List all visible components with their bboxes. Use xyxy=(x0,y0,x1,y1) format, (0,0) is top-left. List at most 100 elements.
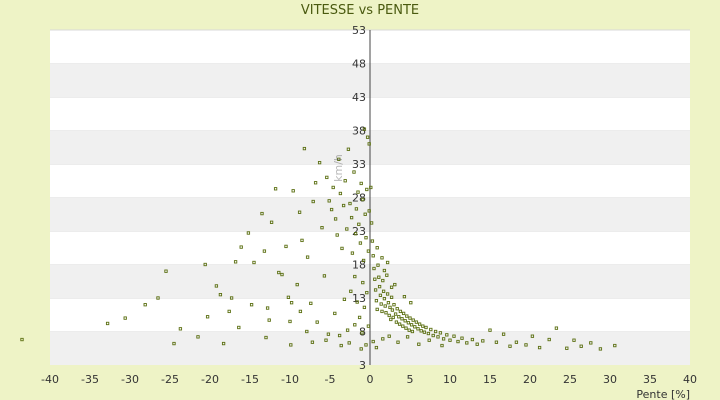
data-point xyxy=(156,296,160,300)
data-point xyxy=(421,324,425,328)
data-point xyxy=(589,341,593,345)
data-point xyxy=(340,246,344,251)
data-point xyxy=(338,191,343,196)
data-point xyxy=(448,338,452,342)
data-point xyxy=(422,330,427,334)
data-point xyxy=(353,232,358,236)
data-point xyxy=(214,284,219,288)
data-point xyxy=(269,220,274,224)
data-point xyxy=(524,343,528,347)
data-point xyxy=(309,301,313,306)
data-point xyxy=(411,318,415,322)
data-point xyxy=(205,315,210,319)
y-tick-label: 38 xyxy=(352,125,366,138)
data-point xyxy=(417,342,421,346)
data-point xyxy=(262,249,267,253)
plot-bands xyxy=(50,29,690,365)
data-point xyxy=(237,325,241,330)
data-point xyxy=(537,345,542,350)
chart-title: VITESSE vs PENTE xyxy=(301,3,419,18)
x-tick-label: 15 xyxy=(483,373,497,386)
data-point xyxy=(327,199,331,203)
data-point xyxy=(436,335,440,339)
data-point xyxy=(273,187,278,191)
data-point xyxy=(360,331,364,335)
data-point xyxy=(390,308,395,312)
data-point xyxy=(385,292,390,296)
x-tick-label: 30 xyxy=(603,373,617,386)
data-point xyxy=(357,315,362,320)
data-point xyxy=(359,347,363,351)
data-point xyxy=(416,327,420,331)
data-point xyxy=(233,260,238,264)
data-point xyxy=(123,316,127,320)
data-point xyxy=(380,309,384,314)
data-point xyxy=(374,345,379,350)
x-tick-label: 40 xyxy=(683,373,697,386)
data-point xyxy=(417,322,422,326)
data-point xyxy=(264,335,268,340)
data-point xyxy=(297,210,302,214)
data-point xyxy=(331,185,335,190)
y-tick-label: 13 xyxy=(352,292,366,305)
data-point xyxy=(441,337,446,341)
data-point xyxy=(393,312,398,316)
data-point xyxy=(239,245,243,249)
data-point xyxy=(359,181,363,186)
data-point xyxy=(313,181,318,185)
data-point xyxy=(378,293,383,297)
x-tick-label: -5 xyxy=(325,373,336,386)
data-point xyxy=(333,311,337,316)
data-point xyxy=(353,323,357,327)
x-tick-label: -10 xyxy=(281,373,299,386)
data-point xyxy=(384,311,388,315)
y-tick-label: 28 xyxy=(352,192,366,205)
data-point xyxy=(361,197,365,202)
data-point xyxy=(392,303,396,307)
data-point xyxy=(335,233,339,237)
data-point xyxy=(373,277,377,281)
data-point xyxy=(572,338,576,342)
data-point xyxy=(143,303,147,307)
data-point xyxy=(377,284,382,289)
data-point xyxy=(260,211,264,216)
data-point xyxy=(401,311,406,316)
data-point xyxy=(300,238,304,243)
data-point xyxy=(365,187,369,192)
data-point xyxy=(346,147,351,151)
data-point xyxy=(382,268,387,273)
data-point xyxy=(203,262,207,267)
x-tick-label: 5 xyxy=(407,373,414,386)
data-point xyxy=(164,269,168,273)
data-point xyxy=(426,331,431,336)
data-point xyxy=(324,338,328,342)
data-point xyxy=(353,274,357,279)
data-point xyxy=(481,339,485,343)
data-point xyxy=(357,222,361,226)
data-point xyxy=(315,320,319,324)
data-point xyxy=(317,161,322,165)
x-tick-label: 35 xyxy=(643,373,657,386)
data-point xyxy=(501,332,506,336)
x-axis: -40 -35 -30 -25 -20 -15 -10 -5 0 5 10 15 20 25 30 35 40 xyxy=(41,373,697,386)
data-point xyxy=(440,343,444,348)
data-point xyxy=(265,306,270,310)
data-point xyxy=(365,290,369,295)
data-point xyxy=(445,333,449,337)
data-point xyxy=(345,328,350,332)
data-point xyxy=(385,260,390,265)
data-point xyxy=(401,324,405,328)
data-point xyxy=(298,309,303,314)
data-point xyxy=(409,301,413,305)
data-point xyxy=(343,179,347,183)
data-point xyxy=(284,244,288,249)
data-point xyxy=(381,289,386,293)
data-point xyxy=(305,255,310,259)
data-point xyxy=(387,313,391,318)
data-point xyxy=(470,337,475,342)
data-point xyxy=(227,309,231,314)
data-point xyxy=(465,341,469,345)
data-point xyxy=(409,323,414,327)
